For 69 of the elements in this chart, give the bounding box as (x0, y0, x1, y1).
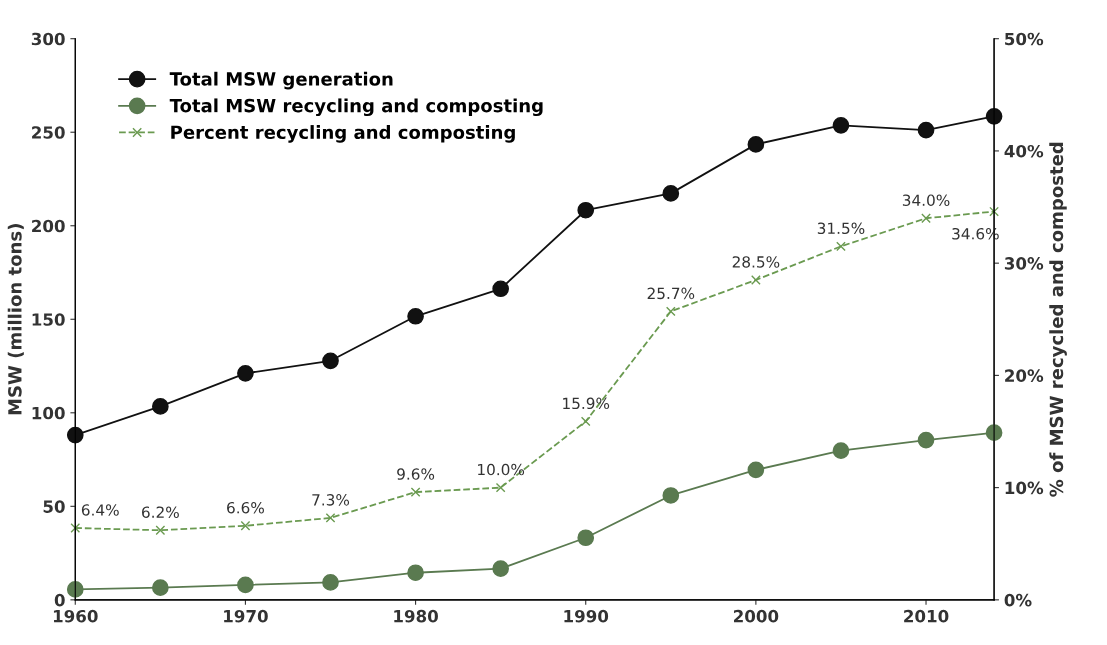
point (580, 416, 591, 427)
data-label: 6.2% (142, 506, 179, 518)
point (66, 426, 84, 444)
point (322, 352, 339, 370)
y-axis-title: MSW (million tons) (7, 224, 24, 415)
point (751, 275, 761, 285)
point (832, 442, 850, 459)
data-label: 6.4% (81, 504, 119, 516)
point (917, 431, 935, 449)
point (492, 560, 509, 577)
point (577, 529, 595, 547)
y-tick-label: 100 (32, 406, 65, 420)
point (322, 574, 339, 591)
point (325, 513, 336, 523)
y-tick-label: 150 (32, 313, 65, 326)
point (152, 579, 169, 597)
y-tick-label: 300 (31, 32, 65, 46)
x-tick-label: 1960 (53, 609, 98, 623)
point (410, 487, 421, 497)
point (237, 576, 254, 594)
point (989, 206, 999, 217)
point (747, 461, 765, 479)
legend-label: Percent recycling and composting (171, 125, 515, 143)
point (662, 487, 680, 504)
x-tick-label: 1990 (564, 609, 609, 623)
data-label: 9.6% (397, 468, 435, 480)
data-label: 7.3% (312, 494, 350, 506)
y-tick-label: 250 (32, 126, 65, 139)
y2-tick-label: 10% (1005, 481, 1044, 495)
data-label: 25.7% (647, 287, 695, 300)
y-tick-label: 50 (43, 500, 65, 513)
legend-label: Total MSW generation (169, 71, 393, 90)
point (155, 525, 166, 536)
x-tick-label: 1970 (224, 609, 268, 623)
data-label: 34.0% (902, 194, 950, 206)
point (917, 121, 935, 139)
point (665, 306, 676, 317)
point (152, 398, 169, 415)
x-tick-label: 1980 (394, 609, 438, 623)
point (237, 364, 254, 382)
data-label: 31.5% (817, 222, 865, 235)
y2-tick-label: 40% (1004, 144, 1044, 158)
y2-axis-title: % of MSW recycled and composted (1049, 142, 1067, 497)
data-label: 15.9% (563, 397, 610, 410)
point (495, 482, 506, 493)
point (662, 185, 680, 202)
point (836, 241, 846, 252)
point (66, 581, 84, 598)
y-tick-label: 200 (32, 219, 65, 233)
point (832, 116, 850, 134)
point (492, 280, 509, 298)
point (407, 564, 424, 582)
y2-tick-label: 0% (1004, 593, 1032, 607)
point (577, 201, 595, 219)
y2-tick-label: 20% (1005, 369, 1044, 382)
y-tick-label: 0 (54, 593, 65, 607)
point (70, 523, 81, 533)
x-tick-label: 2010 (904, 609, 949, 623)
point (747, 136, 765, 153)
y2-tick-label: 50% (1005, 32, 1044, 46)
data-label: 6.6% (227, 501, 264, 514)
point (407, 307, 424, 325)
x-tick-label: 2000 (734, 609, 779, 623)
legend-label: Total MSW recycling and composting (169, 98, 543, 117)
point (240, 520, 251, 531)
data-label: 28.5% (732, 256, 780, 268)
data-label: 10.0% (478, 463, 525, 476)
y2-tick-label: 30% (1004, 257, 1044, 270)
point (921, 213, 931, 224)
